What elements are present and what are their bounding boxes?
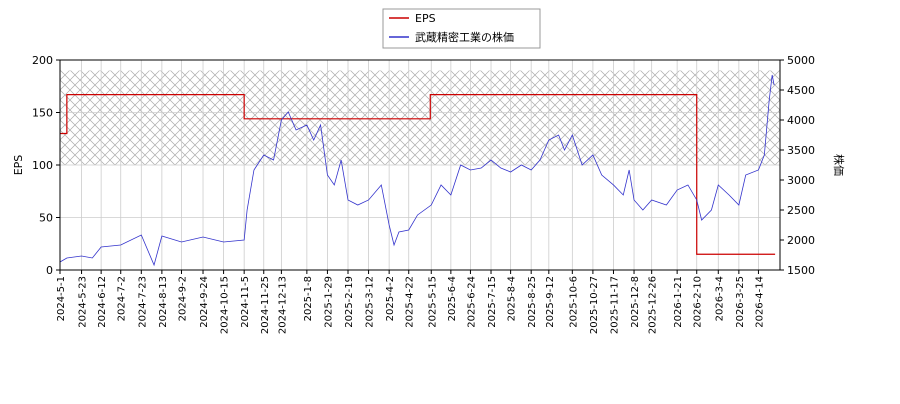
- legend-box: [382, 8, 541, 49]
- x-tick-label: 2025-6-4: [447, 276, 458, 321]
- y2-tick-label: 3000: [787, 174, 815, 187]
- x-tick-label: 2025-4-2: [385, 276, 396, 321]
- x-tick-label: 2025-12-26: [648, 276, 659, 334]
- x-tick-label: 2025-4-22: [405, 276, 416, 328]
- y-tick-label: 50: [39, 212, 53, 225]
- x-tick-label: 2024-5-1: [56, 276, 67, 321]
- y2-tick-label: 1500: [787, 264, 815, 277]
- x-tick-label: 2026-3-25: [735, 276, 746, 328]
- x-tick-label: 2024-9-2: [177, 276, 188, 321]
- x-tick-label: 2025-3-12: [365, 276, 376, 328]
- y-tick-label: 0: [46, 264, 53, 277]
- y-axis-label: EPS: [12, 155, 25, 176]
- x-tick-label: 2025-10-27: [589, 276, 600, 334]
- x-tick-label: 2024-12-13: [277, 276, 288, 334]
- x-tick-label: 2024-6-12: [97, 276, 108, 328]
- x-tick-label: 2024-11-25: [260, 276, 271, 334]
- y2-tick-label: 2500: [787, 204, 815, 217]
- x-tick-label: 2024-7-23: [137, 276, 148, 328]
- x-tick-label: 2024-9-24: [199, 276, 210, 328]
- x-tick-label: 2025-8-25: [527, 276, 538, 328]
- x-tick-label: 2024-8-13: [158, 276, 169, 328]
- x-tick-label: 2025-8-4: [507, 276, 518, 321]
- x-tick-label: 2025-7-15: [487, 276, 498, 328]
- x-tick-label: 2025-2-19: [344, 276, 355, 328]
- legend-label: EPS: [415, 12, 436, 25]
- legend: EPS 武蔵精密工業の株価: [382, 8, 541, 49]
- y-tick-label: 100: [32, 159, 53, 172]
- x-tick-label: 2025-6-24: [466, 276, 477, 328]
- y2-tick-label: 4000: [787, 114, 815, 127]
- x-tick-label: 2025-9-12: [545, 276, 556, 328]
- y-tick-label: 150: [32, 107, 53, 120]
- x-tick-label: 2026-1-21: [673, 276, 684, 328]
- x-tick-label: 2024-5-23: [78, 276, 89, 328]
- y-tick-label: 200: [32, 54, 53, 67]
- x-tick-label: 2025-12-8: [630, 276, 641, 328]
- x-tick-label: 2024-11-5: [240, 276, 251, 328]
- y2-tick-label: 5000: [787, 54, 815, 67]
- x-tick-label: 2026-3-4: [714, 276, 725, 321]
- plot-frame: [59, 59, 781, 271]
- x-tick-label: 2024-10-15: [220, 276, 231, 334]
- x-tick-label: 2026-4-14: [754, 276, 765, 328]
- x-tick-label: 2024-7-2: [117, 276, 128, 321]
- y2-axis-label: 株価: [832, 154, 846, 176]
- line-series: [59, 74, 775, 267]
- x-tick-label: 2025-1-29: [323, 276, 334, 328]
- y2-tick-label: 4500: [787, 84, 815, 97]
- x-tick-label: 2025-5-15: [427, 276, 438, 328]
- legend-label: 武蔵精密工業の株価: [415, 30, 514, 44]
- y2-tick-label: 3500: [787, 144, 815, 157]
- hatched-band: [60, 70, 780, 165]
- line-series: [60, 94, 776, 255]
- x-tick-label: 2025-11-17: [609, 276, 620, 334]
- y2-tick-label: 2000: [787, 234, 815, 247]
- x-tick-label: 2025-10-6: [568, 276, 579, 328]
- x-tick-label: 2026-2-10: [693, 276, 704, 328]
- x-tick-label: 2025-1-8: [303, 276, 314, 321]
